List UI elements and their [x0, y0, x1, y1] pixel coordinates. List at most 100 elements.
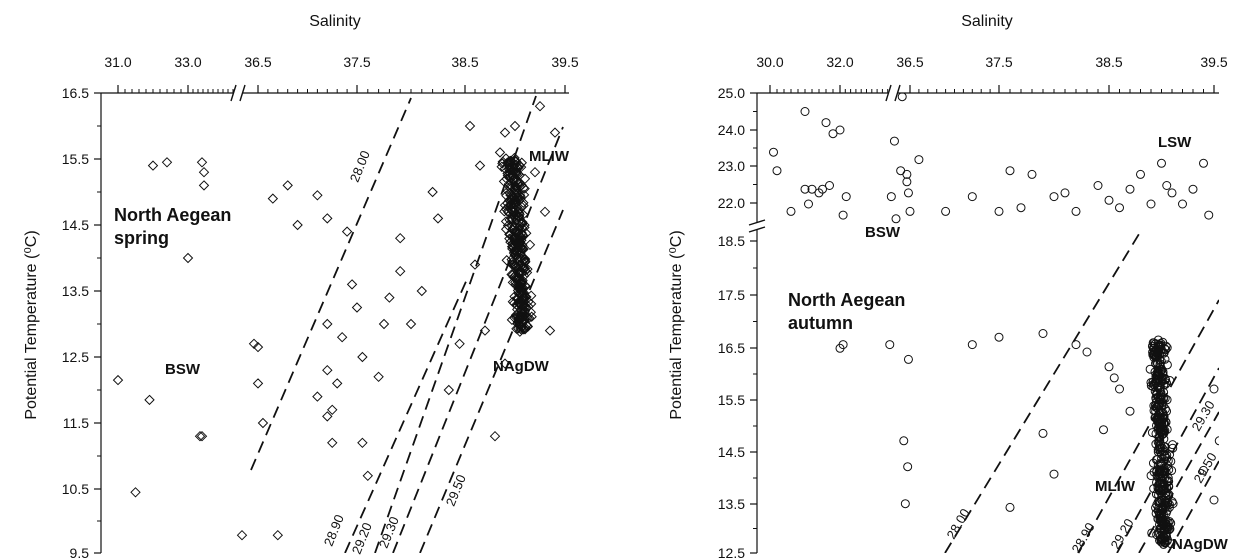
scatter-point [522, 263, 533, 275]
scatter-point [838, 340, 848, 350]
scatter-point [1060, 188, 1070, 198]
scatter-point [1209, 495, 1219, 505]
x-tick-label: 31.0 [104, 54, 131, 70]
scatter-point [1153, 368, 1163, 378]
scatter-point [1161, 518, 1171, 528]
right-annotation-region-2: autumn [788, 313, 853, 333]
scatter-point [147, 160, 159, 171]
scatter-point [903, 354, 913, 364]
scatter-point [902, 177, 912, 187]
scatter-point [523, 312, 535, 324]
scatter-point [549, 127, 561, 138]
y-tick-label: 10.5 [62, 481, 89, 497]
scatter-point [194, 430, 206, 442]
y-tick-label: 24.0 [718, 122, 745, 138]
scatter-point [1151, 358, 1161, 368]
scatter-point [513, 260, 524, 271]
scatter-point [144, 394, 155, 406]
scatter-point [499, 163, 511, 174]
isopycnal-line [1077, 299, 1219, 553]
x-tick-label: 36.5 [244, 54, 271, 70]
scatter-point [336, 331, 348, 343]
scatter-point [539, 206, 551, 218]
scatter-point [941, 206, 951, 216]
scatter-point [1147, 528, 1157, 538]
isopycnal-line [1167, 460, 1219, 553]
scatter-point [1016, 203, 1026, 213]
scatter-point [509, 188, 520, 199]
scatter-point [508, 165, 519, 177]
scatter-point [1162, 506, 1172, 516]
scatter-point [511, 187, 523, 199]
scatter-point [835, 125, 845, 135]
scatter-point [198, 166, 210, 178]
scatter-point [1178, 199, 1187, 209]
scatter-point [257, 417, 269, 429]
scatter-point [1151, 406, 1161, 416]
scatter-point [506, 254, 517, 265]
isopycnal-label: 29.20 [1107, 516, 1136, 552]
y-tick-label: 16.5 [62, 85, 89, 101]
scatter-point [1158, 467, 1168, 477]
scatter-point [272, 529, 284, 541]
scatter-point [1161, 418, 1171, 428]
scatter-point [252, 378, 264, 389]
scatter-point [1156, 388, 1166, 398]
scatter-point [1151, 439, 1161, 449]
left-annotation-region-1: North Aegean [114, 205, 231, 225]
scatter-point [479, 325, 491, 336]
scatter-point [523, 301, 534, 312]
scatter-point [1153, 506, 1163, 516]
scatter-point [511, 312, 522, 323]
y-tick-label: 17.5 [718, 287, 745, 303]
isopycnal-line [1116, 367, 1219, 553]
scatter-point [502, 205, 514, 217]
scatter-point [524, 239, 536, 251]
scatter-point [1082, 347, 1092, 357]
scatter-point [510, 260, 521, 272]
y-tick-label: 14.5 [718, 444, 745, 460]
scatter-point [1160, 354, 1170, 364]
scatter-point [504, 229, 515, 240]
scatter-point [1146, 199, 1156, 209]
scatter-point [1156, 510, 1166, 520]
scatter-point [1150, 352, 1160, 362]
scatter-point [1152, 375, 1162, 385]
scatter-point [534, 100, 546, 112]
scatter-point [346, 279, 358, 290]
x-tick-label: 37.5 [343, 54, 370, 70]
x-tick-label: 38.5 [451, 54, 478, 70]
scatter-point [509, 272, 521, 284]
scatter-point [509, 120, 521, 132]
scatter-point [1136, 169, 1145, 179]
scatter-point [510, 166, 521, 178]
scatter-point [905, 206, 915, 216]
scatter-point [1151, 394, 1161, 404]
y-tick-label: 15.5 [62, 151, 89, 167]
scatter-point [807, 184, 817, 194]
scatter-point [1188, 184, 1198, 194]
scatter-point [513, 288, 524, 299]
right-annotation-nagdw: NAgDW [1172, 536, 1229, 553]
scatter-point [499, 127, 511, 138]
scatter-point [511, 246, 523, 258]
scatter-point [1152, 530, 1162, 540]
scatter-point [1109, 373, 1119, 383]
right-panel: Salinity Potential Temperature (⁰C) 30.0… [668, 13, 1229, 560]
y-tick-label: 12.5 [718, 545, 745, 560]
scatter-point [516, 157, 528, 168]
scatter-point [516, 243, 527, 254]
scatter-point [514, 190, 526, 201]
left-annotation-bsw: BSW [165, 361, 201, 378]
scatter-point [529, 166, 541, 178]
scatter-point [312, 190, 323, 201]
scatter-point [322, 213, 333, 224]
scatter-point [427, 186, 438, 198]
scatter-point [373, 371, 384, 383]
scatter-point [499, 358, 511, 369]
scatter-point [967, 340, 977, 350]
left-scatter-points [112, 100, 561, 541]
scatter-point [513, 205, 524, 217]
scatter-point [1154, 490, 1164, 500]
scatter-point [1160, 344, 1170, 354]
